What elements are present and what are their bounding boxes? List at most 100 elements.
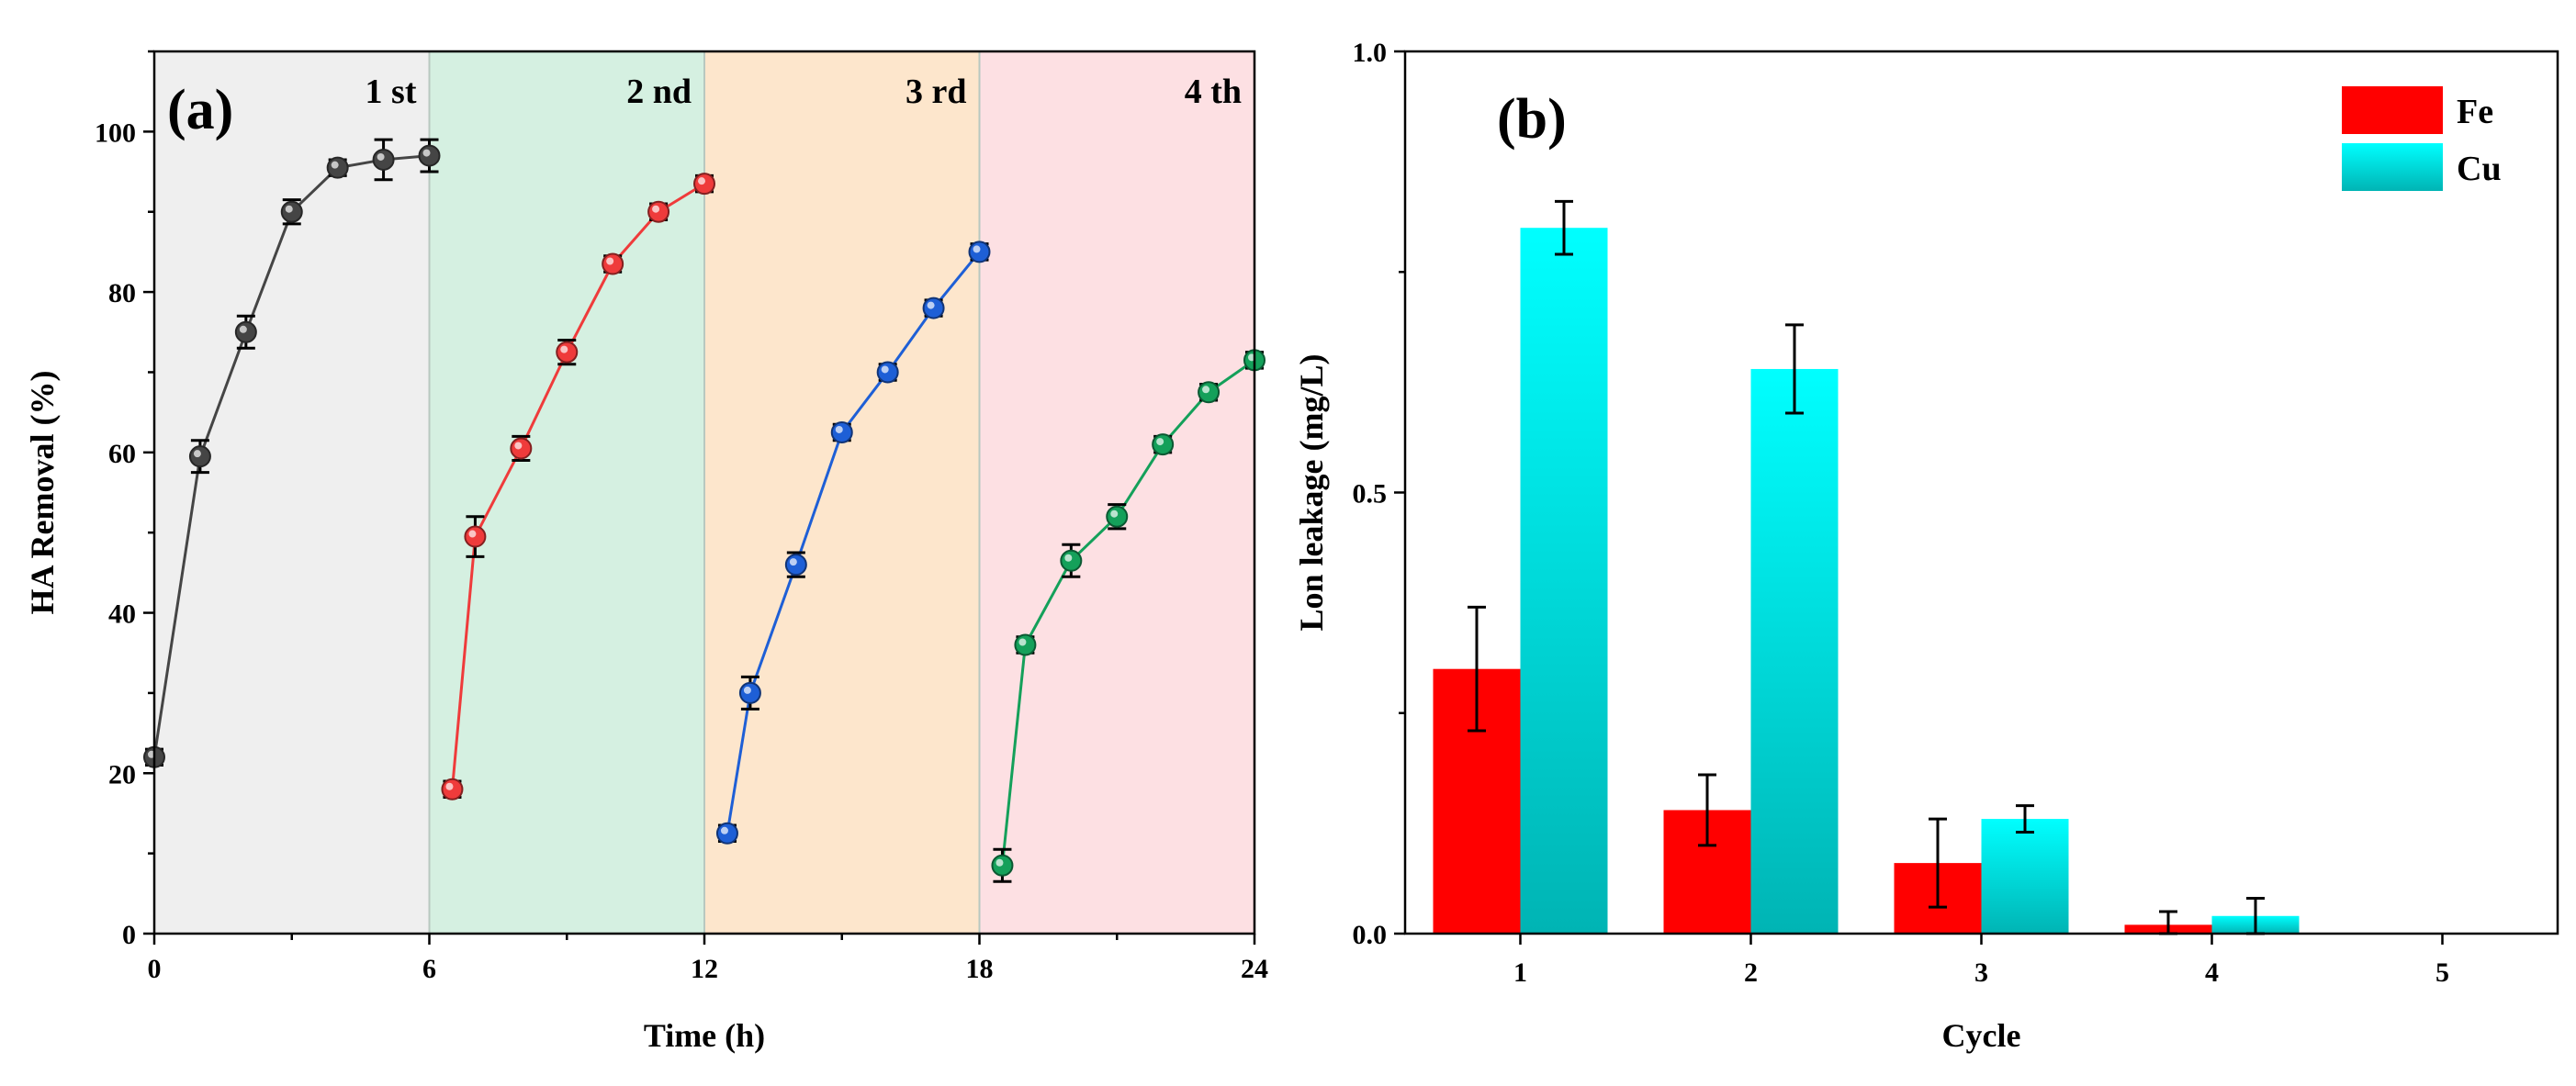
panel-a-x-ticks: 0 6 12 18 24 — [148, 934, 1268, 984]
cycle-region-3 — [704, 51, 980, 934]
data-point — [1060, 549, 1083, 572]
data-point — [693, 173, 715, 196]
panel-a-label: (a) — [167, 79, 233, 141]
data-point-highlight — [743, 686, 751, 694]
x-tick-label: 3 — [1974, 957, 1988, 988]
bar-series-fe — [1433, 605, 2212, 935]
x-tick-label: 5 — [2435, 957, 2449, 988]
data-point — [556, 341, 579, 364]
x-tick-label: 12 — [691, 954, 718, 984]
legend-label-cu: Cu — [2457, 150, 2502, 188]
x-tick-label: 0 — [148, 954, 162, 984]
data-point — [1106, 505, 1129, 528]
legend: Fe Cu — [2342, 86, 2502, 191]
panel-b-y-ticks: 0.0 0.5 1.0 — [1353, 38, 1405, 950]
data-point — [876, 361, 899, 384]
cycle-region-label: 2 nd — [626, 73, 692, 111]
data-point — [1014, 633, 1037, 656]
legend-swatch-fe — [2342, 86, 2443, 134]
data-point-highlight — [652, 205, 660, 213]
data-point-highlight — [606, 257, 614, 265]
x-tick-label: 4 — [2205, 957, 2219, 988]
data-point — [372, 148, 395, 171]
data-point-highlight — [1064, 554, 1073, 562]
data-point — [647, 200, 670, 223]
data-point — [830, 420, 853, 443]
bar-cu-cycle-3 — [1981, 819, 2069, 934]
y-tick-label: 0.5 — [1353, 479, 1388, 509]
y-tick-label: 100 — [95, 118, 136, 148]
data-point — [418, 144, 441, 167]
data-point-highlight — [973, 245, 981, 253]
removal-series-group — [143, 138, 1266, 883]
panel-b-x-axis-title: Cycle — [1942, 1017, 2021, 1054]
y-tick-label: 0 — [122, 920, 136, 950]
data-point-highlight — [835, 425, 843, 433]
data-point — [968, 241, 991, 263]
data-point-highlight — [1202, 386, 1210, 394]
y-tick-label: 60 — [108, 439, 136, 469]
data-point — [1152, 433, 1175, 456]
data-point — [715, 822, 738, 845]
cycle-regions — [154, 51, 1254, 934]
data-point-highlight — [698, 177, 705, 185]
legend-label-fe: Fe — [2457, 93, 2493, 131]
leakage-bars-group — [1433, 199, 2300, 935]
bar-series-cu — [1520, 199, 2300, 935]
data-point-highlight — [720, 826, 728, 834]
data-point-highlight — [1110, 509, 1119, 518]
removal-series-2 — [441, 173, 715, 801]
data-point — [784, 554, 807, 577]
data-point — [602, 252, 624, 275]
x-tick-label: 24 — [1241, 954, 1268, 984]
data-point — [234, 320, 257, 343]
panel-b-label: (b) — [1497, 88, 1567, 151]
bar-cu-cycle-2 — [1750, 368, 1839, 935]
x-tick-label: 2 — [1744, 957, 1758, 988]
y-tick-label: 80 — [108, 278, 136, 308]
data-point-highlight — [514, 442, 523, 450]
panel-b-chart: 1 2 3 4 5 0.0 0.5 1.0 (b) Cycle Lon leakage (m… — [1293, 38, 2559, 1054]
y-tick-label: 1.0 — [1353, 38, 1388, 68]
y-tick-label: 0.0 — [1353, 920, 1388, 950]
data-point — [464, 525, 487, 548]
panel-a-y-axis-title: HA Removal (%) — [24, 371, 61, 615]
cycle-region-label: 4 th — [1185, 73, 1242, 111]
data-point-highlight — [996, 858, 1004, 867]
x-tick-label: 1 — [1513, 957, 1527, 988]
x-tick-label: 6 — [422, 954, 436, 984]
data-point — [441, 778, 464, 801]
data-point-highlight — [331, 161, 339, 169]
panel-a-chart: 1 st 2 nd 3 rd 4 th 0 6 12 18 24 0 20 40 60 80 100 (… — [24, 50, 1268, 1054]
data-point-highlight — [468, 530, 477, 538]
data-point-highlight — [1018, 638, 1027, 646]
panel-b-y-axis-title: Lon leakage (mg/L) — [1293, 354, 1330, 632]
data-point — [922, 297, 945, 319]
removal-series-1 — [143, 138, 441, 768]
data-point-highlight — [239, 325, 247, 333]
panel-b-x-ticks: 1 2 3 4 5 — [1513, 934, 2449, 988]
data-point — [991, 854, 1014, 877]
bar-cu-cycle-1 — [1520, 228, 1608, 934]
data-point-highlight — [927, 301, 935, 309]
data-point-highlight — [193, 450, 201, 458]
cycle-region-2 — [429, 51, 704, 934]
data-point-highlight — [1156, 438, 1164, 446]
data-point-highlight — [445, 782, 454, 790]
removal-series-4 — [991, 349, 1266, 883]
cycle-region-label: 1 st — [366, 73, 417, 111]
legend-swatch-cu — [2342, 143, 2443, 191]
panel-a-y-ticks: 0 20 40 60 80 100 — [95, 50, 154, 950]
data-point-highlight — [789, 558, 797, 566]
data-point-highlight — [881, 365, 889, 374]
data-point — [510, 437, 533, 460]
data-point-highlight — [285, 205, 293, 213]
data-point-highlight — [377, 152, 385, 161]
data-point — [280, 200, 303, 223]
data-point — [738, 681, 761, 704]
x-tick-label: 18 — [966, 954, 994, 984]
data-point — [326, 156, 349, 179]
data-point — [188, 445, 211, 468]
y-tick-label: 20 — [108, 759, 136, 789]
